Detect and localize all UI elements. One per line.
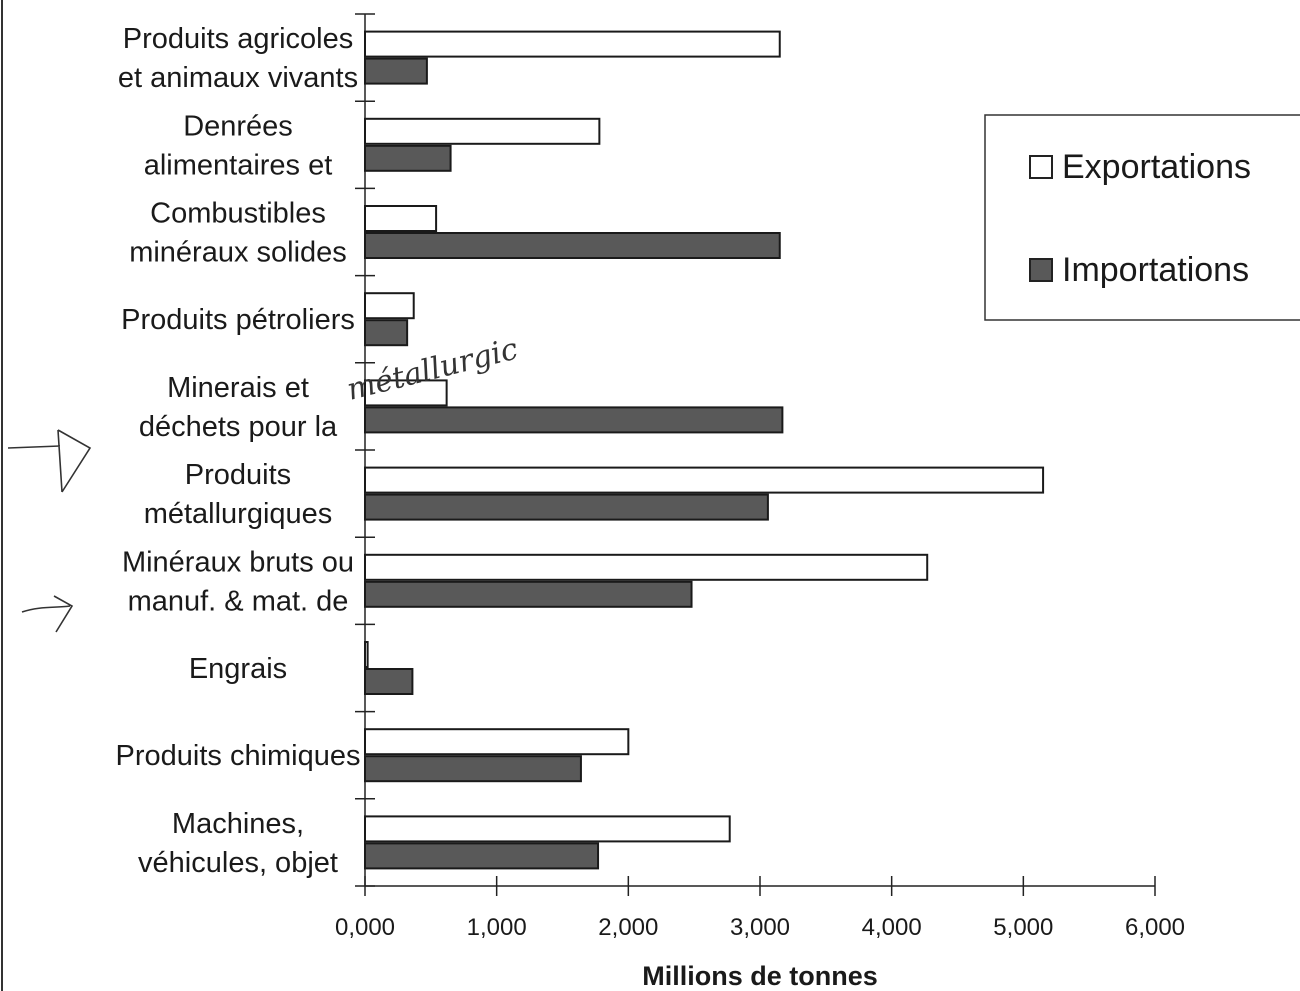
category-label: Machines, xyxy=(172,808,304,840)
x-tick-label: 1,000 xyxy=(467,914,527,941)
category-label: alimentaires et xyxy=(144,149,333,181)
bar-importations-0 xyxy=(364,57,428,85)
category-label: Denrées xyxy=(183,110,293,142)
legend-label-importations: Importations xyxy=(1062,251,1249,289)
x-tick-label: 6,000 xyxy=(1125,914,1185,941)
category-label: métallurgiques xyxy=(144,498,333,530)
category-label: et animaux vivants xyxy=(118,62,358,94)
legend-swatch-importations xyxy=(1029,258,1053,282)
x-tick-label: 5,000 xyxy=(993,914,1053,941)
bar-exportations-9 xyxy=(364,815,731,843)
bar-importations-9 xyxy=(364,842,600,870)
bar-exportations-4 xyxy=(364,379,448,407)
x-tick-label: 4,000 xyxy=(862,914,922,941)
legend-swatch-exportations xyxy=(1029,155,1053,179)
category-label: déchets pour la xyxy=(139,411,338,443)
legend-box xyxy=(984,114,1300,321)
category-label: manuf. & mat. de xyxy=(128,585,349,617)
category-label: Produits agricoles xyxy=(123,23,354,55)
x-tick-label: 2,000 xyxy=(598,914,658,941)
x-tick-label: 3,000 xyxy=(730,914,790,941)
bar-importations-6 xyxy=(364,580,693,608)
bar-importations-4 xyxy=(364,406,784,434)
bar-importations-8 xyxy=(364,755,582,783)
legend-label-exportations: Exportations xyxy=(1062,148,1251,186)
bar-exportations-2 xyxy=(364,205,438,232)
category-label: minéraux solides xyxy=(129,237,347,269)
bar-importations-5 xyxy=(364,493,769,521)
bar-importations-7 xyxy=(364,668,414,695)
handwritten-arrow-2 xyxy=(21,595,74,633)
x-tick-label: 0,000 xyxy=(335,914,395,941)
bar-importations-1 xyxy=(364,144,452,172)
x-axis-title: Millions de tonnes xyxy=(642,961,878,991)
category-labels: Produits agricoles et animaux vivants Denr… xyxy=(116,23,361,879)
x-tick-labels: 0,000 1,000 2,000 3,000 4,000 5,000 6,000 xyxy=(335,914,1185,941)
category-label: Minéraux bruts ou xyxy=(122,546,354,578)
category-label: Engrais xyxy=(189,653,287,685)
bar-exportations-5 xyxy=(364,466,1045,494)
category-label: Produits xyxy=(185,459,291,491)
legend: Exportations Importations xyxy=(984,114,1300,321)
category-label: véhicules, objet xyxy=(138,847,338,879)
handwritten-arrow-1 xyxy=(7,429,92,493)
category-label: Produits pétroliers xyxy=(121,304,355,336)
bar-importations-2 xyxy=(364,232,781,259)
bar-exportations-6 xyxy=(364,553,929,581)
category-label: Minerais et xyxy=(167,372,309,404)
bar-importations-3 xyxy=(364,319,409,347)
category-label: Combustibles xyxy=(150,198,326,230)
bar-exportations-3 xyxy=(364,292,415,320)
bar-exportations-8 xyxy=(364,728,630,756)
bars xyxy=(364,30,1045,870)
bar-exportations-7 xyxy=(364,641,369,668)
bar-exportations-1 xyxy=(364,117,601,145)
category-label: Produits chimiques xyxy=(116,740,361,772)
bar-exportations-0 xyxy=(364,30,781,58)
